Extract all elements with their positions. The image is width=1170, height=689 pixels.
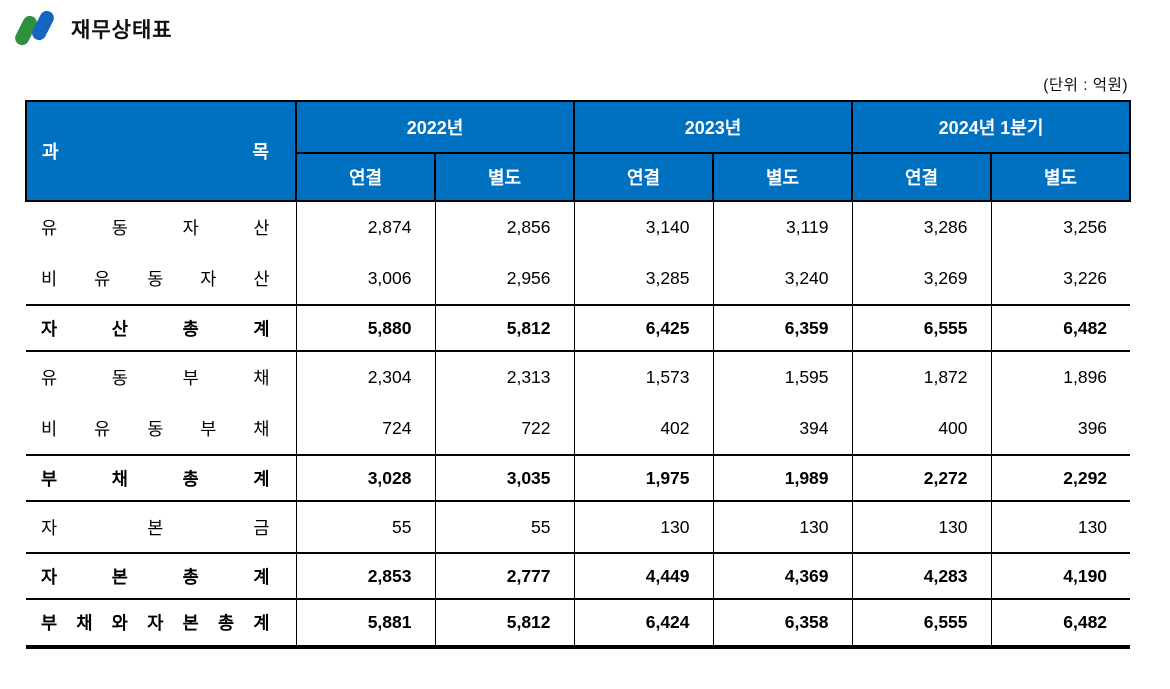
value-cell: 2,313 <box>434 351 575 403</box>
value-cell: 3,035 <box>434 454 575 502</box>
value-cell: 2,956 <box>434 253 575 305</box>
table-header: 과 목 2022년 2023년 2024년 1분기 연결 별도 연결 별도 연결… <box>25 100 1132 202</box>
row-label: 비 유 동 부 채 <box>26 403 297 455</box>
value-cell: 394 <box>712 403 853 455</box>
value-cell: 3,285 <box>573 253 714 305</box>
value-cell: 130 <box>573 501 714 553</box>
subheader-2022-separate: 별도 <box>433 152 576 202</box>
value-cell: 3,226 <box>990 253 1131 305</box>
title-bar: 재무상태표 <box>14 8 173 49</box>
value-cell: 5,881 <box>295 598 436 649</box>
subheader-2023-separate: 별도 <box>712 152 854 202</box>
row-label: 자 산 총 계 <box>26 304 297 352</box>
value-cell: 55 <box>434 501 575 553</box>
value-cell: 3,006 <box>295 253 436 305</box>
row-current-assets: 유 동 자 산 2,874 2,856 3,140 3,119 3,286 3,… <box>26 201 1131 253</box>
value-cell: 6,359 <box>712 304 853 352</box>
subheader-2022-consolidated: 연결 <box>295 152 436 202</box>
value-cell: 1,595 <box>712 351 853 403</box>
row-total-liabilities: 부 채 총 계 3,028 3,035 1,975 1,989 2,272 2,… <box>26 454 1131 502</box>
value-cell: 6,555 <box>851 598 992 649</box>
row-current-liabilities: 유 동 부 채 2,304 2,313 1,573 1,595 1,872 1,… <box>26 351 1131 403</box>
value-cell: 1,896 <box>990 351 1131 403</box>
value-cell: 130 <box>851 501 992 553</box>
value-cell: 6,555 <box>851 304 992 352</box>
value-cell: 5,812 <box>434 598 575 649</box>
value-cell: 1,573 <box>573 351 714 403</box>
subheader-row: 연결 별도 연결 별도 연결 별도 <box>26 152 1132 202</box>
value-cell: 1,975 <box>573 454 714 502</box>
page-title: 재무상태표 <box>71 18 173 42</box>
value-cell: 400 <box>851 403 992 455</box>
value-cell: 4,369 <box>712 552 853 600</box>
value-cell: 3,286 <box>851 201 992 253</box>
value-cell: 2,856 <box>434 201 575 253</box>
value-cell: 6,425 <box>573 304 714 352</box>
value-cell: 5,812 <box>434 304 575 352</box>
table-body: 유 동 자 산 2,874 2,856 3,140 3,119 3,286 3,… <box>26 201 1131 649</box>
value-cell: 2,777 <box>434 552 575 600</box>
value-cell: 722 <box>434 403 575 455</box>
row-label: 유 동 자 산 <box>26 201 297 253</box>
value-cell: 1,872 <box>851 351 992 403</box>
row-label: 유 동 부 채 <box>26 351 297 403</box>
value-cell: 1,989 <box>712 454 853 502</box>
row-label: 부 채 총 계 <box>26 454 297 502</box>
value-cell: 4,449 <box>573 552 714 600</box>
value-cell: 5,880 <box>295 304 436 352</box>
value-cell: 6,424 <box>573 598 714 649</box>
row-capital-stock: 자 본 금 55 55 130 130 130 130 <box>26 501 1131 553</box>
column-header-2023: 2023년 <box>573 100 854 154</box>
unit-label: (단위 : 억원) <box>1043 77 1128 94</box>
value-cell: 130 <box>712 501 853 553</box>
value-cell: 2,292 <box>990 454 1131 502</box>
value-cell: 3,119 <box>712 201 853 253</box>
value-cell: 3,256 <box>990 201 1131 253</box>
year-header-row: 과 목 2022년 2023년 2024년 1분기 <box>25 100 1132 202</box>
row-label: 자 본 총 계 <box>26 552 297 600</box>
value-cell: 3,140 <box>573 201 714 253</box>
row-label: 자 본 금 <box>26 501 297 553</box>
column-header-item: 과 목 <box>25 100 297 202</box>
row-label: 비 유 동 자 산 <box>26 253 297 305</box>
value-cell: 3,028 <box>295 454 436 502</box>
value-cell: 3,240 <box>712 253 853 305</box>
row-total-liabilities-and-equity: 부 채 와 자 본 총 계 5,881 5,812 6,424 6,358 6,… <box>26 598 1131 649</box>
value-cell: 396 <box>990 403 1131 455</box>
value-cell: 6,482 <box>990 304 1131 352</box>
value-cell: 2,874 <box>295 201 436 253</box>
value-cell: 55 <box>295 501 436 553</box>
value-cell: 130 <box>990 501 1131 553</box>
row-label: 부 채 와 자 본 총 계 <box>26 598 297 649</box>
subheader-2024q1-separate: 별도 <box>990 152 1132 202</box>
balance-sheet-table: 과 목 2022년 2023년 2024년 1분기 연결 별도 연결 별도 연결… <box>25 100 1132 649</box>
value-cell: 724 <box>295 403 436 455</box>
value-cell: 2,853 <box>295 552 436 600</box>
row-non-current-liabilities: 비 유 동 부 채 724 722 402 394 400 396 <box>26 403 1131 455</box>
column-header-2022: 2022년 <box>294 100 576 154</box>
value-cell: 4,283 <box>851 552 992 600</box>
company-n-logo-icon <box>15 10 54 46</box>
subheader-2023-consolidated: 연결 <box>573 152 715 202</box>
row-non-current-assets: 비 유 동 자 산 3,006 2,956 3,285 3,240 3,269 … <box>26 253 1131 305</box>
row-total-equity: 자 본 총 계 2,853 2,777 4,449 4,369 4,283 4,… <box>26 552 1131 600</box>
value-cell: 4,190 <box>990 552 1131 600</box>
row-total-assets: 자 산 총 계 5,880 5,812 6,425 6,359 6,555 6,… <box>26 304 1131 352</box>
value-cell: 2,304 <box>295 351 436 403</box>
value-cell: 6,482 <box>990 598 1131 649</box>
subheader-2024q1-consolidated: 연결 <box>851 152 993 202</box>
value-cell: 402 <box>573 403 714 455</box>
column-header-2024q1: 2024년 1분기 <box>851 100 1132 154</box>
value-cell: 2,272 <box>851 454 992 502</box>
value-cell: 3,269 <box>851 253 992 305</box>
value-cell: 6,358 <box>712 598 853 649</box>
